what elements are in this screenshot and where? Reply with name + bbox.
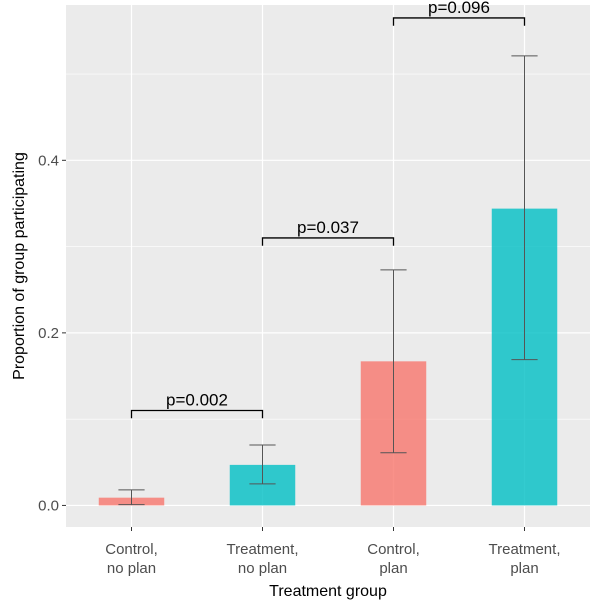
- significance-bracket: [130, 409, 264, 419]
- y-axis-title: Proportion of group participating: [11, 152, 28, 380]
- p-value-label: p=0.096: [428, 0, 490, 17]
- y-tick-label: 0.4: [38, 152, 59, 169]
- significance-bracket: [392, 17, 526, 26]
- x-tick-label: Control, plan: [367, 541, 420, 577]
- significance-bracket: [261, 237, 395, 246]
- error-bars: [118, 55, 538, 506]
- x-tick-label: Control, no plan: [105, 541, 158, 577]
- x-tick-label-line: no plan: [107, 560, 156, 577]
- p-value-label: p=0.037: [297, 218, 359, 237]
- y-axis-ticks: 0.0 0.2 0.4: [38, 152, 66, 514]
- x-tick-label-line: plan: [510, 560, 538, 577]
- x-axis-title: Treatment group: [269, 583, 387, 600]
- x-tick-label-line: Control,: [105, 541, 158, 558]
- x-tick-label-line: Treatment,: [489, 541, 561, 558]
- significance-brackets: p=0.002 p=0.037 p=0.096: [130, 0, 526, 419]
- x-tick-label-line: no plan: [238, 560, 287, 577]
- x-tick-label: Treatment, plan: [489, 541, 561, 577]
- p-value-label: p=0.002: [166, 391, 228, 410]
- y-tick-label: 0.0: [38, 497, 59, 514]
- x-tick-label: Treatment, no plan: [227, 541, 299, 577]
- x-tick-label-line: Treatment,: [227, 541, 299, 558]
- y-tick-label: 0.2: [38, 325, 59, 342]
- x-tick-label-line: plan: [379, 560, 407, 577]
- x-tick-label-line: Control,: [367, 541, 420, 558]
